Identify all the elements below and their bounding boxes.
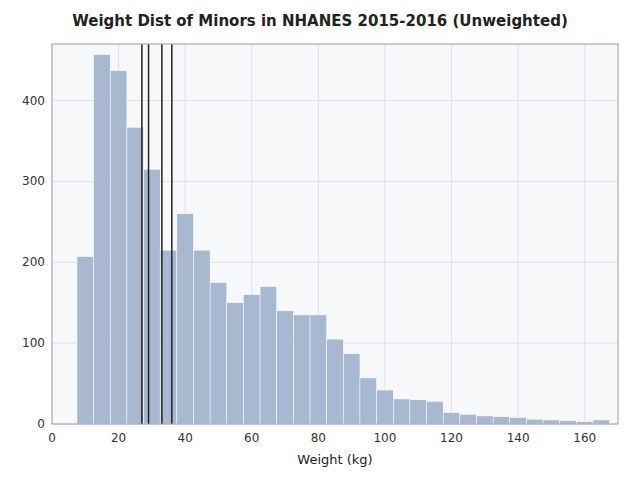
bar <box>194 250 211 424</box>
bar <box>110 71 127 424</box>
reference-line <box>148 44 150 424</box>
bar <box>543 420 560 424</box>
x-tick-label: 40 <box>178 431 193 445</box>
bar <box>393 399 410 424</box>
x-tick-label: 80 <box>311 431 326 445</box>
bar <box>427 401 444 424</box>
bar <box>410 400 427 424</box>
y-tick-label: 0 <box>37 417 45 431</box>
bar <box>260 287 277 424</box>
bar <box>210 283 227 424</box>
reference-line <box>141 44 143 424</box>
bar <box>127 127 144 424</box>
bar <box>360 378 377 424</box>
bar <box>343 354 360 424</box>
bar <box>377 390 394 424</box>
x-grid-line <box>518 44 519 424</box>
bar <box>277 311 294 424</box>
bar <box>327 339 344 424</box>
y-tick-label: 200 <box>22 255 45 269</box>
x-axis-label: Weight (kg) <box>297 452 372 467</box>
bar <box>94 55 111 424</box>
bar <box>77 257 94 424</box>
bar <box>310 315 327 424</box>
x-tick-label: 100 <box>373 431 396 445</box>
x-tick-label: 140 <box>507 431 530 445</box>
bar <box>460 414 477 424</box>
bar <box>144 169 161 424</box>
bar <box>243 295 260 424</box>
reference-line <box>171 44 173 424</box>
plot-frame <box>52 44 618 424</box>
y-tick-label: 400 <box>22 94 45 108</box>
x-grid-line <box>384 44 385 424</box>
bar <box>293 315 310 424</box>
bars <box>77 44 610 424</box>
y-tick-label: 300 <box>22 174 45 188</box>
x-grid-line <box>584 44 585 424</box>
bar <box>593 420 610 424</box>
x-tick-label: 20 <box>111 431 126 445</box>
bar <box>227 303 244 424</box>
x-tick-label: 120 <box>440 431 463 445</box>
y-tick-label: 100 <box>22 336 45 350</box>
chart: 0 20 40 60 80 100 120 140 160 0 100 200 300 400 Weight… <box>0 0 640 480</box>
bar <box>160 250 177 424</box>
reference-line <box>161 44 163 424</box>
grid <box>52 44 618 424</box>
x-tick-label: 160 <box>573 431 596 445</box>
bar <box>177 214 194 424</box>
bar <box>443 413 460 424</box>
x-grid-line <box>451 44 452 424</box>
title: Weight Dist of Minors in NHANES 2015-201… <box>72 12 567 30</box>
x-tick-label: 60 <box>244 431 259 445</box>
y-grid-line <box>52 100 618 101</box>
bar <box>493 417 510 424</box>
plot-area <box>52 44 618 424</box>
bar <box>510 418 527 424</box>
x-tick-label: 0 <box>48 431 56 445</box>
bar <box>526 419 543 424</box>
bar <box>477 416 494 424</box>
axes: 0 20 40 60 80 100 120 140 160 0 100 200 300 400 <box>22 94 596 445</box>
